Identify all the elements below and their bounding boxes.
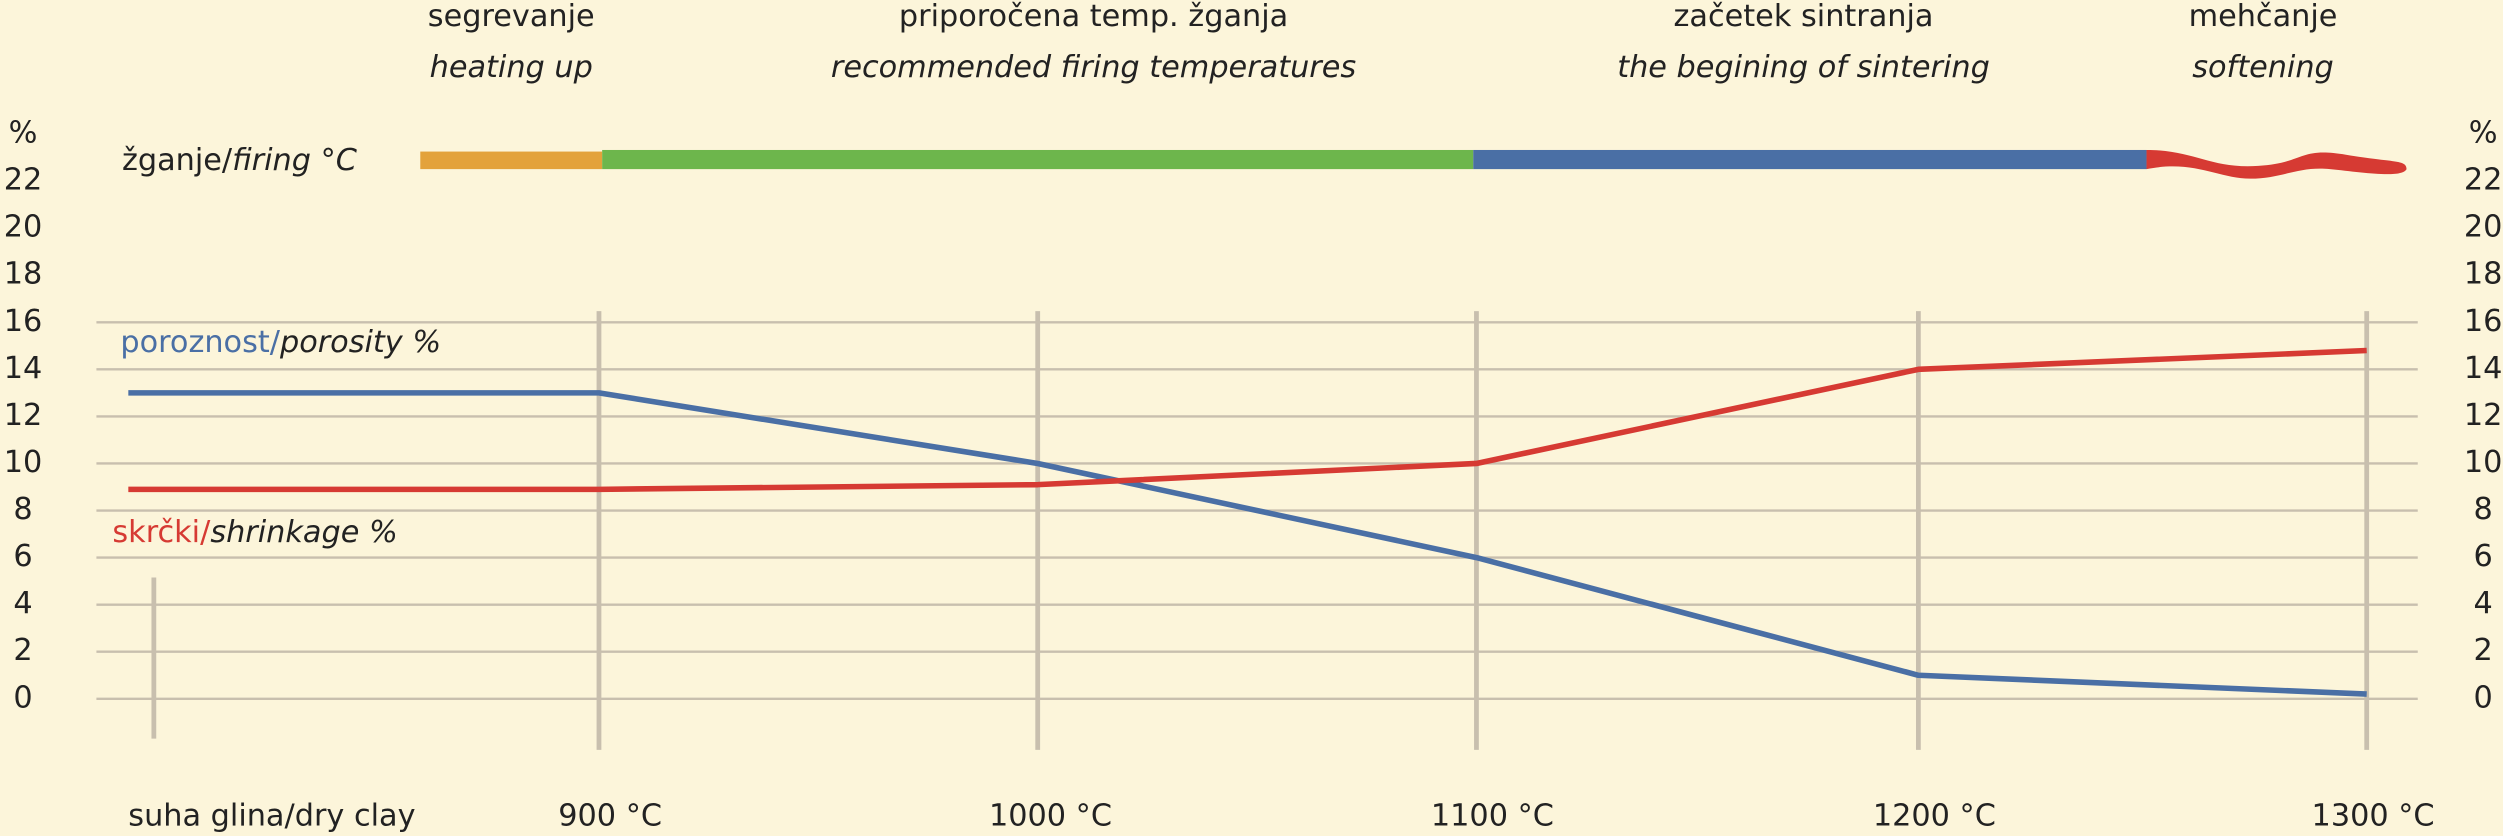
series-name-en: shrinkage % — [210, 514, 397, 549]
phase-name-en: heating up — [430, 50, 593, 85]
y-tick-label: 20 — [4, 210, 43, 245]
firing-bar-segment — [602, 149, 1474, 170]
series-name: skrčki/ — [112, 514, 211, 549]
y-tick-label: 2 — [13, 633, 32, 668]
y-tick-label: 0 — [13, 680, 32, 715]
y-tick-label-right: 0 — [2474, 680, 2493, 715]
y-tick-label: 10 — [4, 445, 43, 480]
y-tick-label-right: 20 — [2464, 210, 2503, 245]
phase-name-en: softening — [2192, 50, 2334, 85]
y-tick-label: 16 — [4, 304, 43, 339]
y-tick-label-right: 8 — [2474, 492, 2493, 527]
y-tick-label-right: 18 — [2464, 257, 2503, 292]
y-tick-label: 22 — [4, 163, 43, 198]
x-tick-label: 900 °C — [558, 798, 662, 833]
firing-bar-segment — [1473, 149, 2147, 170]
y-tick-label: 4 — [13, 586, 32, 621]
phase-name: priporočena temp. žganja — [899, 0, 1288, 34]
x-tick-label: suha glina/dry clay — [128, 798, 415, 833]
y-unit-left: % — [9, 116, 38, 151]
y-tick-label-right: 12 — [2464, 398, 2503, 433]
y-tick-label-right: 2 — [2474, 633, 2493, 668]
phase-name: začetek sintranja — [1674, 0, 1934, 34]
phase-name-en: recommended firing temperatures — [831, 50, 1356, 85]
y-tick-label-right: 4 — [2474, 586, 2493, 621]
series-label: skrčki/shrinkage % — [112, 514, 397, 549]
phase-name: mehčanje — [2189, 0, 2338, 34]
y-tick-label: 12 — [4, 398, 43, 433]
series-line — [128, 347, 2367, 493]
y-unit-right: % — [2469, 116, 2498, 151]
y-tick-label: 6 — [13, 539, 32, 574]
x-tick-label: 1100 °C — [1431, 798, 1554, 833]
x-tick-label: 1000 °C — [989, 798, 1112, 833]
series-name-en: porosity % — [279, 325, 441, 360]
x-tick-label: 1300 °C — [2312, 798, 2435, 833]
x-tick-label: 1200 °C — [1873, 798, 1996, 833]
firing-bar-segment — [420, 151, 603, 170]
firing-label: žganje/firing °C — [122, 143, 358, 178]
series-name: poroznost/ — [120, 325, 280, 360]
phase-name-en: the begining of sintering — [1617, 50, 1990, 85]
y-tick-label-right: 6 — [2474, 539, 2493, 574]
y-tick-label: 18 — [4, 257, 43, 292]
y-tick-label-right: 10 — [2464, 445, 2503, 480]
firing-label-sl: žganje/ — [122, 143, 233, 178]
series-label: poroznost/porosity % — [120, 325, 441, 360]
y-tick-label: 8 — [13, 492, 32, 527]
phase-name: segrevanje — [428, 0, 595, 34]
firing-label-en: firing °C — [232, 143, 358, 178]
y-tick-label-right: 14 — [2464, 351, 2503, 386]
y-tick-label-right: 22 — [2464, 163, 2503, 198]
firing-bar-softening — [2146, 149, 2407, 179]
series-line — [128, 390, 2367, 697]
y-tick-label-right: 16 — [2464, 304, 2503, 339]
y-tick-label: 14 — [4, 351, 43, 386]
